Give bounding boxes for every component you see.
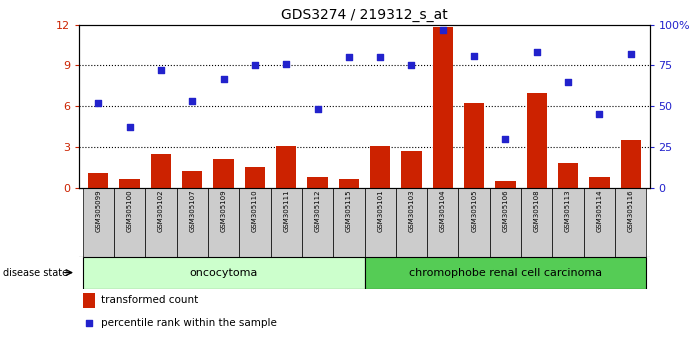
Text: GSM305110: GSM305110 — [252, 190, 258, 232]
Text: GSM305114: GSM305114 — [596, 190, 603, 232]
Bar — [302, 188, 333, 257]
Text: GSM305099: GSM305099 — [95, 190, 102, 232]
Bar — [427, 188, 458, 257]
Bar — [495, 181, 515, 188]
Bar — [151, 154, 171, 188]
Bar — [83, 257, 364, 289]
Point — [281, 61, 292, 67]
Bar — [621, 140, 641, 188]
Bar — [490, 188, 521, 257]
Point — [187, 98, 198, 104]
Bar — [364, 257, 646, 289]
Text: GSM305116: GSM305116 — [627, 190, 634, 232]
Text: GSM305115: GSM305115 — [346, 190, 352, 232]
Point — [93, 100, 104, 106]
Text: GSM305105: GSM305105 — [471, 190, 477, 232]
Bar — [464, 103, 484, 188]
Text: GSM305111: GSM305111 — [283, 190, 290, 232]
Text: GSM305107: GSM305107 — [189, 190, 196, 232]
Bar — [208, 188, 239, 257]
Bar — [396, 188, 427, 257]
Bar — [458, 188, 490, 257]
Bar — [145, 188, 177, 257]
Point — [218, 76, 229, 81]
Bar — [83, 293, 95, 308]
Text: GSM305108: GSM305108 — [533, 190, 540, 232]
Text: percentile rank within the sample: percentile rank within the sample — [102, 318, 277, 328]
Text: GSM305103: GSM305103 — [408, 190, 415, 232]
Bar — [615, 188, 646, 257]
Bar — [558, 163, 578, 188]
Bar — [177, 188, 208, 257]
Point — [155, 68, 167, 73]
Text: GSM305109: GSM305109 — [220, 190, 227, 232]
Point — [406, 63, 417, 68]
Bar — [521, 188, 552, 257]
Bar — [114, 188, 145, 257]
Point — [437, 27, 448, 33]
Text: GSM305100: GSM305100 — [126, 190, 133, 232]
Point — [249, 63, 261, 68]
Bar — [276, 145, 296, 188]
Bar — [584, 188, 615, 257]
Point — [500, 136, 511, 142]
Bar — [214, 159, 234, 188]
Text: oncocytoma: oncocytoma — [189, 268, 258, 278]
Bar — [120, 179, 140, 188]
Bar — [83, 188, 114, 257]
Bar — [339, 179, 359, 188]
Bar — [239, 188, 271, 257]
Title: GDS3274 / 219312_s_at: GDS3274 / 219312_s_at — [281, 8, 448, 22]
Text: GSM305112: GSM305112 — [314, 190, 321, 232]
Bar — [433, 28, 453, 188]
Bar — [271, 188, 302, 257]
Point — [562, 79, 574, 85]
Bar — [88, 173, 108, 188]
Point — [375, 55, 386, 60]
Point — [343, 55, 354, 60]
Text: GSM305102: GSM305102 — [158, 190, 164, 232]
Bar — [401, 151, 422, 188]
Point — [84, 320, 95, 326]
Bar — [527, 93, 547, 188]
Text: transformed count: transformed count — [102, 296, 199, 306]
Point — [594, 112, 605, 117]
Text: chromophobe renal cell carcinoma: chromophobe renal cell carcinoma — [409, 268, 602, 278]
Point — [531, 50, 542, 55]
Text: GSM305113: GSM305113 — [565, 190, 571, 232]
Bar — [552, 188, 584, 257]
Point — [124, 125, 135, 130]
Bar — [364, 188, 396, 257]
Text: GSM305104: GSM305104 — [439, 190, 446, 232]
Bar — [307, 177, 328, 188]
Bar — [370, 145, 390, 188]
Bar — [182, 171, 202, 188]
Text: GSM305101: GSM305101 — [377, 190, 384, 232]
Text: disease state: disease state — [3, 268, 68, 278]
Text: GSM305106: GSM305106 — [502, 190, 509, 232]
Point — [625, 51, 636, 57]
Bar — [589, 177, 609, 188]
Bar — [333, 188, 364, 257]
Bar — [245, 167, 265, 188]
Point — [312, 107, 323, 112]
Point — [468, 53, 480, 58]
